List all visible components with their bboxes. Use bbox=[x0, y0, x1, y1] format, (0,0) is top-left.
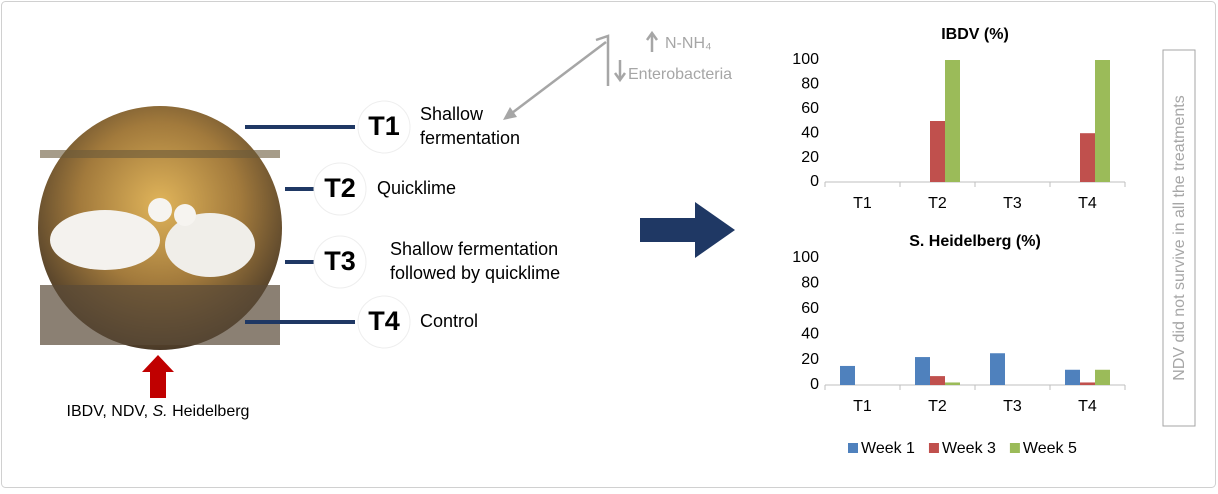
x-tick-label: T3 bbox=[1003, 195, 1022, 212]
y-tick-label: 20 bbox=[801, 351, 819, 368]
treatment-desc: Quicklime bbox=[377, 178, 456, 198]
chart-title: IBDV (%) bbox=[941, 26, 1009, 43]
chart-title: S. Heidelberg (%) bbox=[909, 233, 1041, 250]
x-tick-label: T4 bbox=[1078, 398, 1097, 415]
side-note: NDV did not survive in all the treatment… bbox=[1171, 95, 1188, 380]
treatment-desc: followed by quicklime bbox=[390, 263, 560, 283]
photo bbox=[38, 106, 282, 350]
x-tick-label: T1 bbox=[853, 398, 872, 415]
effect-label: Enterobacteria bbox=[628, 66, 732, 83]
bar bbox=[1095, 60, 1110, 182]
x-tick-label: T1 bbox=[853, 195, 872, 212]
legend-swatch bbox=[848, 443, 858, 453]
bar bbox=[945, 382, 960, 385]
y-tick-label: 60 bbox=[801, 300, 819, 317]
y-tick-label: 80 bbox=[801, 275, 819, 292]
infection-text: Heidelberg bbox=[168, 403, 250, 420]
bar bbox=[840, 366, 855, 385]
graphical-abstract: IBDV, NDV, S. Heidelberg N-NH₄ Enterobac… bbox=[0, 0, 1218, 489]
y-tick-label: 40 bbox=[801, 124, 819, 141]
y-tick-label: 80 bbox=[801, 76, 819, 93]
y-tick-label: 60 bbox=[801, 100, 819, 117]
y-tick-label: 100 bbox=[792, 51, 819, 68]
bar bbox=[1095, 370, 1110, 385]
x-tick-label: T2 bbox=[928, 195, 947, 212]
treatment-desc: fermentation bbox=[420, 128, 520, 148]
legend-label: Week 1 bbox=[861, 440, 915, 457]
y-tick-label: 20 bbox=[801, 149, 819, 166]
legend-swatch bbox=[929, 443, 939, 453]
x-tick-label: T2 bbox=[928, 398, 947, 415]
legend-label: Week 5 bbox=[1023, 440, 1077, 457]
legend-swatch bbox=[1010, 443, 1020, 453]
bar bbox=[945, 60, 960, 182]
x-tick-label: T3 bbox=[1003, 398, 1022, 415]
infection-label: IBDV, NDV, S. Heidelberg bbox=[67, 403, 250, 420]
treatment-code: T3 bbox=[324, 246, 356, 276]
bar bbox=[990, 353, 1005, 385]
infection-italic: S. bbox=[153, 403, 168, 420]
bar bbox=[930, 376, 945, 385]
x-tick-label: T4 bbox=[1078, 195, 1097, 212]
y-tick-label: 0 bbox=[810, 376, 819, 393]
infection-text: IBDV, NDV, bbox=[67, 403, 153, 420]
bar bbox=[1065, 370, 1080, 385]
legend-label: Week 3 bbox=[942, 440, 996, 457]
y-tick-label: 40 bbox=[801, 325, 819, 342]
treatment-desc: Shallow bbox=[420, 104, 484, 124]
bar bbox=[930, 121, 945, 182]
treatment-code: T1 bbox=[368, 111, 400, 141]
bar bbox=[915, 357, 930, 385]
y-tick-label: 0 bbox=[810, 173, 819, 190]
treatment-code: T4 bbox=[368, 306, 400, 336]
bar bbox=[1080, 133, 1095, 182]
y-tick-label: 100 bbox=[792, 249, 819, 266]
effect-label: N-NH₄ bbox=[665, 35, 712, 52]
treatment-code: T2 bbox=[324, 173, 356, 203]
treatment-desc: Shallow fermentation bbox=[390, 239, 558, 259]
treatment-desc: Control bbox=[420, 311, 478, 331]
page: {"infection_label": {"prefix": "IBDV, ND… bbox=[0, 0, 1218, 489]
bar bbox=[1080, 382, 1095, 385]
